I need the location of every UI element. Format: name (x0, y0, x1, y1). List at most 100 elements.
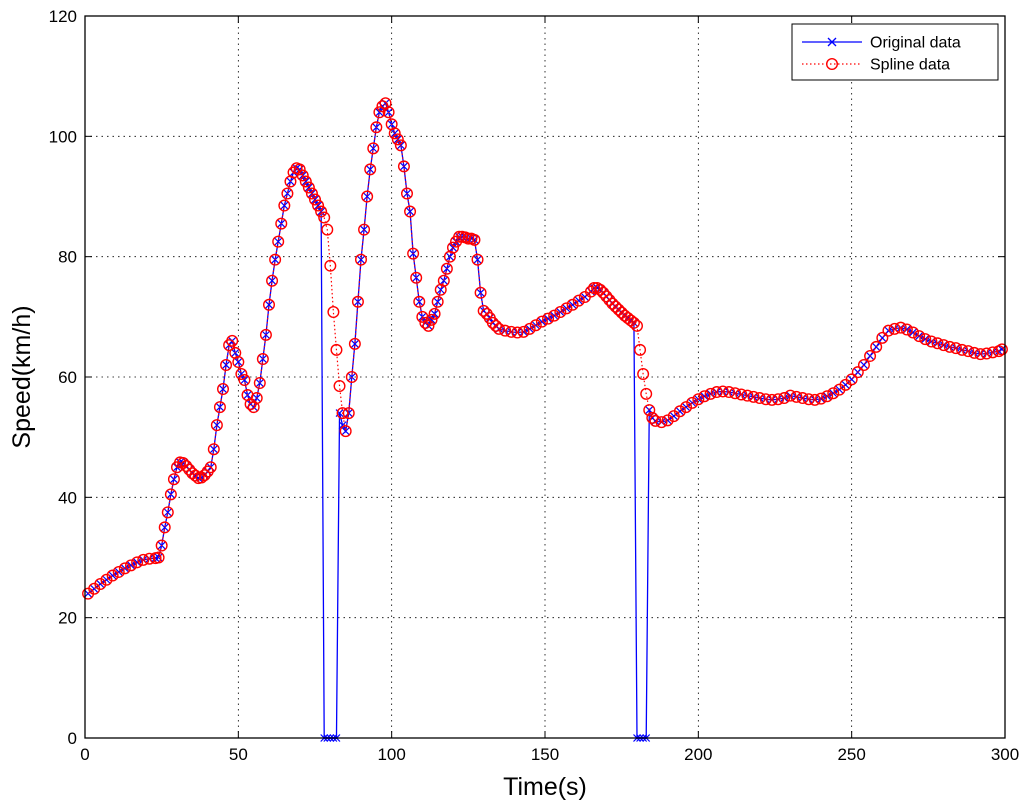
spline-data-point (486, 316, 499, 329)
spline-data-point (790, 390, 803, 403)
spline-data-point (275, 217, 288, 230)
spline-data-point (511, 326, 524, 339)
original-data-point (860, 361, 868, 369)
original-data-marker-stroke (568, 300, 577, 309)
spline-data-point (493, 322, 506, 335)
spline-data-point (845, 373, 858, 386)
spline-data-point (118, 562, 131, 575)
spline-data-point (112, 565, 125, 578)
original-data-marker-stroke (550, 311, 559, 320)
spline-data-point (649, 414, 662, 427)
spline-data-point (164, 488, 177, 501)
spline-data-point (523, 322, 536, 335)
spline-data-point (980, 347, 993, 360)
spline-data-point (336, 407, 349, 420)
spline-data-point (505, 325, 518, 338)
spline-data-point (698, 390, 711, 403)
spline-data-point (232, 355, 245, 368)
spline-data-point (821, 390, 834, 403)
original-data-point (366, 165, 375, 174)
spline-data-point (857, 358, 870, 371)
original-data-point (669, 412, 678, 421)
spline-data-point (704, 387, 717, 400)
original-data-marker-stroke (574, 296, 583, 305)
spline-data-point (956, 343, 969, 356)
x-tick-label: 100 (377, 745, 405, 764)
spline-data-point (167, 473, 180, 486)
original-data-point (406, 207, 414, 216)
original-data-marker-stroke (544, 314, 552, 323)
spline-data-point (477, 304, 490, 317)
original-data-marker-stroke (669, 412, 678, 421)
original-data-point (160, 523, 169, 532)
original-data-point (283, 189, 292, 198)
original-data-marker-stroke (835, 385, 844, 394)
spline-data-point (422, 319, 435, 332)
original-data-marker-stroke (525, 324, 534, 333)
original-data-point (872, 342, 881, 351)
spline-data-point (851, 366, 864, 379)
spline-data-point (566, 298, 579, 311)
axis-ticks: 0 50 100 150 200 250 300 0 20 40 60 80 100 120 (49, 7, 1020, 764)
original-data-marker-stroke (357, 255, 365, 264)
spline-data-point (305, 187, 318, 200)
original-data-marker-stroke (449, 243, 457, 252)
y-tick-label: 20 (58, 609, 77, 628)
original-data-marker-stroke (341, 427, 350, 436)
spline-data-point (729, 387, 742, 400)
spline-data-point (404, 205, 417, 218)
spline-data-point (447, 241, 460, 254)
original-data-point (439, 276, 448, 285)
spline-data-point (220, 358, 233, 371)
original-data-marker-stroke (350, 339, 359, 348)
spline-data-point (594, 283, 607, 296)
spline-data-point (204, 461, 217, 474)
original-data-point (341, 427, 350, 436)
original-data-marker-stroke (706, 389, 715, 398)
original-data-point (304, 183, 313, 192)
original-data-marker-stroke (872, 342, 881, 351)
original-data-marker-stroke (682, 403, 690, 412)
original-data-point (682, 403, 690, 412)
original-data-marker-stroke (108, 571, 117, 580)
spline-data-point (244, 398, 257, 411)
spline-data-point (94, 577, 107, 590)
y-tick-label: 60 (58, 368, 77, 387)
series-layer (82, 97, 1008, 742)
spline-data-point (870, 340, 883, 353)
original-data-marker-stroke (982, 349, 991, 358)
x-axis-title: Time(s) (503, 773, 587, 801)
spline-data-point (517, 325, 530, 338)
spline-data-point (161, 506, 174, 519)
original-data-marker-stroke (381, 99, 390, 108)
spline-data-point (474, 286, 487, 299)
spline-data-point (462, 232, 475, 245)
spline-data-point (603, 293, 616, 306)
spline-data-point (207, 443, 220, 456)
spline-data-point (407, 247, 420, 260)
original-data-marker-stroke (476, 288, 485, 297)
original-data-marker-stroke (301, 177, 310, 186)
spline-data-point (588, 281, 601, 294)
original-data-point (878, 333, 887, 342)
spline-data-point (269, 253, 282, 266)
spline-data-point (606, 297, 619, 310)
original-data-marker-stroke (663, 416, 672, 425)
original-data-marker-stroke (774, 395, 782, 404)
spline-data-point (358, 223, 371, 236)
original-data-marker-stroke (817, 394, 825, 403)
spline-data-point (351, 295, 364, 308)
original-data-point (274, 237, 283, 246)
original-data-marker-stroke (145, 554, 154, 563)
spline-data-point (388, 127, 401, 140)
spline-data-point (900, 323, 913, 336)
original-data-marker-stroke (988, 348, 997, 357)
spline-data-point (226, 334, 239, 347)
spline-data-point (600, 290, 613, 303)
original-data-point (237, 370, 246, 378)
spline-data-point (216, 383, 229, 396)
original-data-marker-stroke (347, 373, 356, 381)
spline-data-point (367, 142, 380, 155)
